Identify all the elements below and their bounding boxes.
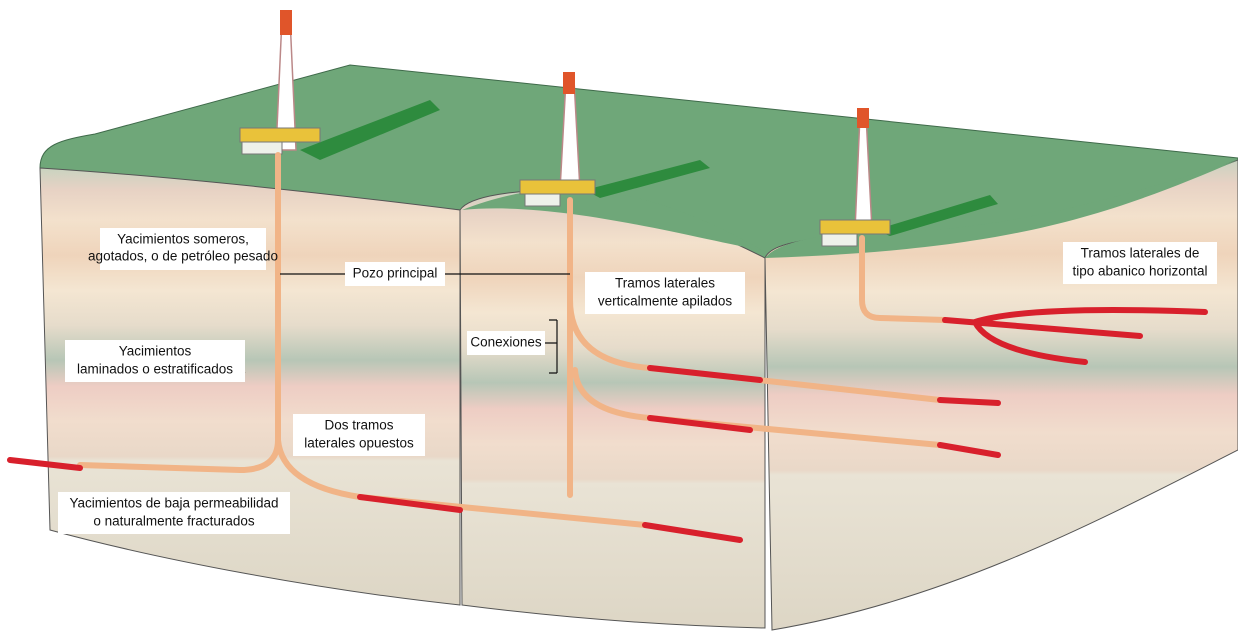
label-line: o naturalmente fracturados xyxy=(93,514,255,529)
label-line: Tramos laterales de xyxy=(1081,246,1200,261)
label-line: Tramos laterales xyxy=(615,276,715,291)
label-line: Yacimientos de baja permeabilidad xyxy=(69,496,278,511)
label-line: Conexiones xyxy=(470,335,542,350)
label-line: agotados, o de petróleo pesado xyxy=(88,249,278,264)
diagram: Yacimientos someros, agotados, o de petr… xyxy=(0,0,1238,634)
label-line: Yacimientos xyxy=(119,344,192,359)
label-line: tipo abanico horizontal xyxy=(1072,264,1207,279)
label-line: laminados o estratificados xyxy=(77,362,233,377)
label-line: laterales opuestos xyxy=(304,436,414,451)
label-line: Dos tramos xyxy=(324,418,393,433)
label-line: Yacimientos someros, xyxy=(117,232,249,247)
label-line: verticalmente apilados xyxy=(598,294,733,309)
label-line: Pozo principal xyxy=(353,266,438,281)
